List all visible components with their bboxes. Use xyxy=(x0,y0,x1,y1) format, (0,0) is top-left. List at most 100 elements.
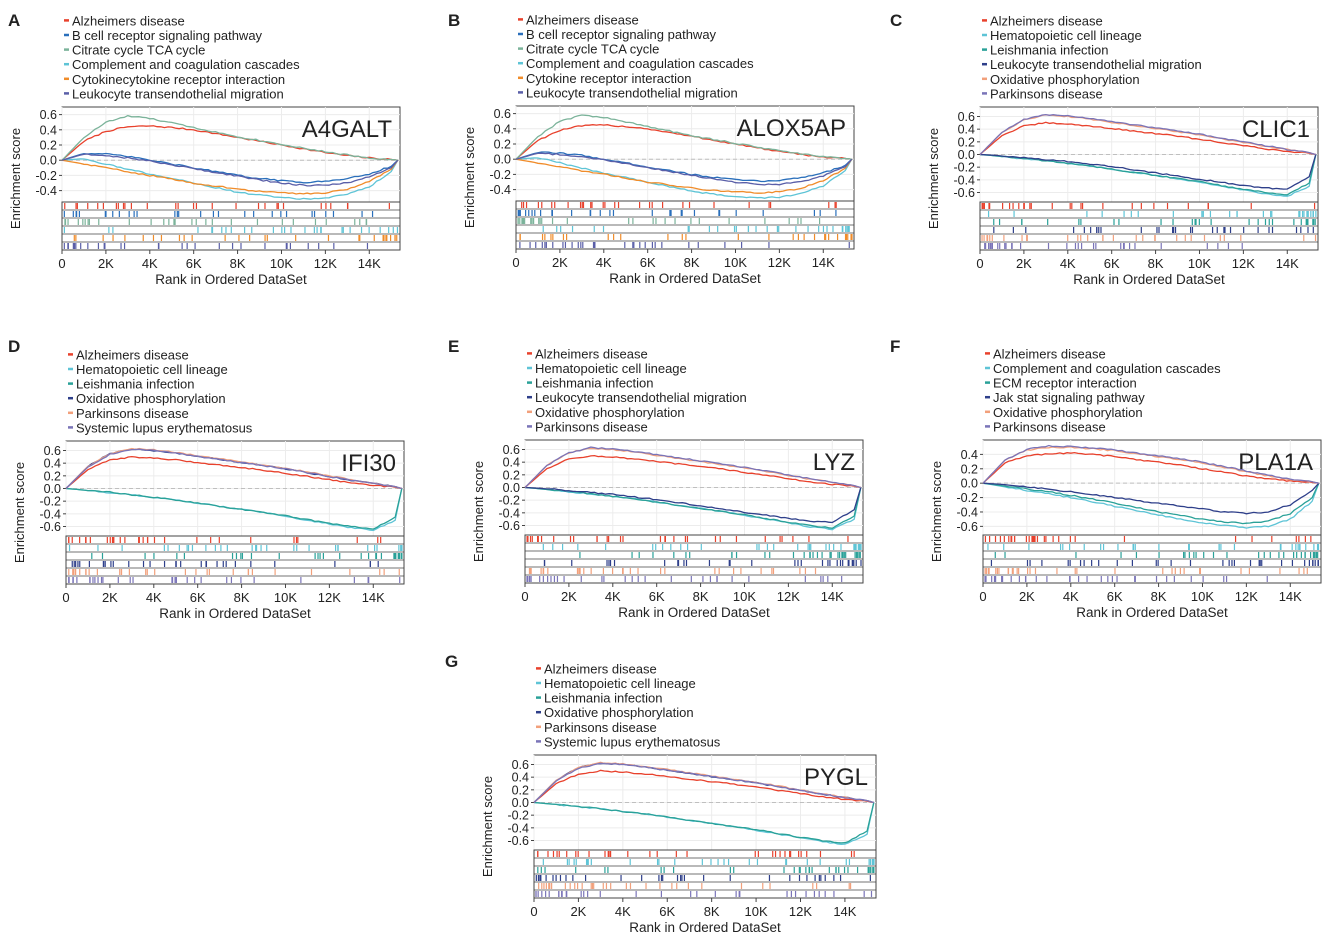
x-tick-label: 10K xyxy=(724,255,747,270)
x-tick-label: 6K xyxy=(1107,589,1123,604)
x-tick-label: 2K xyxy=(98,256,114,271)
y-axis-label: Enrichment score xyxy=(8,128,23,229)
y-tick-label: 0.6 xyxy=(44,444,61,458)
series-line xyxy=(65,448,402,490)
y-tick-label: 0.0 xyxy=(503,481,520,495)
y-tick-label: 0.2 xyxy=(961,462,978,476)
legend-label: Leishmania infection xyxy=(535,376,654,391)
x-tick-label: 4K xyxy=(1063,589,1079,604)
x-tick-label: 8K xyxy=(230,256,246,271)
gene-label: CLIC1 xyxy=(1242,116,1310,143)
x-tick-label: 8K xyxy=(693,589,709,604)
y-tick-label: -0.4 xyxy=(489,183,511,197)
gene-label: ALOX5AP xyxy=(737,115,846,142)
panel-letter: A xyxy=(8,11,20,30)
series-line xyxy=(982,451,1319,484)
legend-label: Complement and coagulation cascades xyxy=(72,57,300,72)
panel-letter: E xyxy=(448,337,459,356)
x-tick-label: 6K xyxy=(186,256,202,271)
x-tick-label: 8K xyxy=(1151,589,1167,604)
x-tick-label: 10K xyxy=(745,904,768,919)
series-line xyxy=(982,482,1320,525)
x-tick-label: 14K xyxy=(833,904,856,919)
legend-label: Hematopoietic cell lineage xyxy=(535,361,687,376)
y-tick-label: 0.2 xyxy=(512,783,529,797)
legend-label: Alzheimers disease xyxy=(990,13,1103,28)
y-axis-label: Enrichment score xyxy=(12,462,27,563)
gene-label: A4GALT xyxy=(302,116,393,143)
y-tick-label: 0.6 xyxy=(40,108,57,122)
x-tick-label: 2K xyxy=(570,904,586,919)
series-line xyxy=(61,159,399,195)
panel-letter: B xyxy=(448,11,460,30)
legend-label: Oxidative phosphorylation xyxy=(535,405,685,420)
legend-label: Alzheimers disease xyxy=(544,661,657,676)
y-tick-label: 0.6 xyxy=(503,443,520,457)
x-tick-label: 12K xyxy=(777,589,800,604)
series-line xyxy=(979,113,1316,156)
x-tick-label: 14K xyxy=(358,256,381,271)
y-tick-label: -0.4 xyxy=(39,507,61,521)
series-line xyxy=(982,482,1320,529)
x-tick-label: 4K xyxy=(605,589,621,604)
x-tick-label: 2K xyxy=(102,590,118,605)
y-tick-label: 0.4 xyxy=(512,771,529,785)
y-tick-label: 0.0 xyxy=(40,154,57,168)
x-tick-label: 10K xyxy=(1188,256,1211,271)
y-tick-label: -0.2 xyxy=(35,169,57,183)
legend-label: Citrate cycle TCA cycle xyxy=(72,43,205,58)
legend-label: Parkinsons disease xyxy=(544,720,657,735)
y-tick-label: 0.2 xyxy=(494,138,511,152)
y-tick-label: -0.2 xyxy=(498,494,520,508)
y-tick-label: 0.2 xyxy=(44,469,61,483)
legend-label: Hematopoietic cell lineage xyxy=(544,676,696,691)
y-tick-label: -0.6 xyxy=(39,520,61,534)
y-tick-label: -0.6 xyxy=(507,834,529,848)
y-tick-label: -0.2 xyxy=(507,809,529,823)
x-tick-label: 6K xyxy=(640,255,656,270)
x-tick-label: 12K xyxy=(789,904,812,919)
series-line xyxy=(61,158,399,200)
legend-label: Leukocyte transendothelial migration xyxy=(526,85,738,100)
gene-label: PYGL xyxy=(804,764,868,791)
y-tick-label: 0.4 xyxy=(961,448,978,462)
y-tick-label: 0.6 xyxy=(494,107,511,121)
panel-letter: G xyxy=(445,652,458,671)
legend-label: Systemic lupus erythematosus xyxy=(544,734,721,749)
y-axis-label: Enrichment score xyxy=(480,776,495,877)
series-line xyxy=(524,446,861,489)
y-tick-label: 0.6 xyxy=(958,110,975,124)
x-axis-label: Rank in Ordered DataSet xyxy=(609,271,761,286)
x-tick-label: 2K xyxy=(552,255,568,270)
legend-label: Leishmania infection xyxy=(990,43,1109,58)
x-tick-label: 12K xyxy=(314,256,337,271)
x-axis-label: Rank in Ordered DataSet xyxy=(618,605,770,620)
x-tick-label: 12K xyxy=(1232,256,1255,271)
panel-letter: D xyxy=(8,337,20,356)
legend-label: Hematopoietic cell lineage xyxy=(990,28,1142,43)
x-tick-label: 0 xyxy=(521,589,528,604)
y-tick-label: -0.2 xyxy=(489,168,511,182)
x-tick-label: 4K xyxy=(146,590,162,605)
y-tick-label: 0.2 xyxy=(503,468,520,482)
x-tick-label: 12K xyxy=(1235,589,1258,604)
x-tick-label: 0 xyxy=(979,589,986,604)
y-axis-label: Enrichment score xyxy=(471,461,486,562)
x-tick-label: 8K xyxy=(1148,256,1164,271)
x-tick-label: 8K xyxy=(704,904,720,919)
legend-label: Alzheimers disease xyxy=(526,12,639,27)
x-tick-label: 0 xyxy=(58,256,65,271)
y-tick-label: 0.0 xyxy=(494,153,511,167)
y-tick-label: 0.4 xyxy=(44,457,61,471)
legend-label: Leukocyte transendothelial migration xyxy=(990,57,1202,72)
legend-label: Oxidative phosphorylation xyxy=(544,705,694,720)
y-tick-label: 0.4 xyxy=(494,122,511,136)
legend-label: Systemic lupus erythematosus xyxy=(76,420,253,435)
legend-label: Leishmania infection xyxy=(544,691,663,706)
y-tick-label: -0.4 xyxy=(507,821,529,835)
